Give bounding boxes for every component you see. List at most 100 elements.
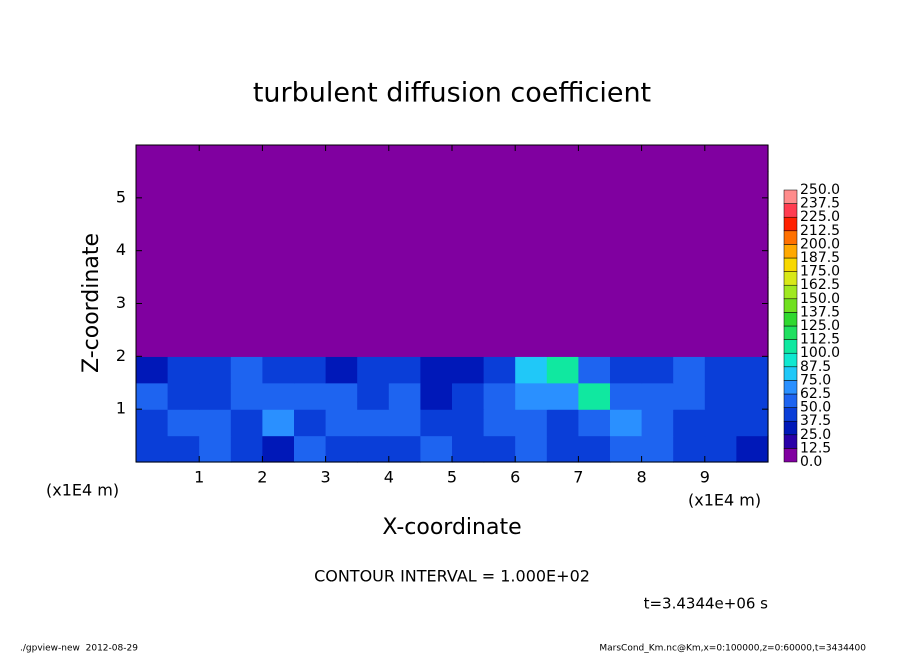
field-cell (199, 356, 232, 384)
field-cell (641, 303, 674, 331)
field-cell (388, 329, 421, 357)
colorbar-band (783, 366, 798, 381)
field-cell (546, 356, 579, 384)
field-cell (420, 171, 453, 199)
field-cell (546, 435, 579, 463)
field-cell (325, 197, 358, 225)
field-cell (388, 171, 421, 199)
field-cell (420, 303, 453, 331)
colorbar-band (783, 325, 798, 340)
x-tick-label: 6 (510, 468, 520, 487)
colorbar-band (783, 189, 798, 204)
field-cell (578, 409, 611, 437)
colorbar-band (783, 448, 798, 463)
field-cell (515, 277, 548, 305)
colorbar-band (783, 407, 798, 422)
field-cell (578, 224, 611, 252)
x-tick-label: 4 (384, 468, 394, 487)
field-cell (167, 409, 200, 437)
field-cell (294, 224, 327, 252)
field-cell (357, 356, 390, 384)
colorbar-label: 187.5 (800, 250, 840, 266)
field-cell (294, 356, 327, 384)
field-cell (578, 171, 611, 199)
colorbar-band (783, 298, 798, 313)
colorbar-label: 112.5 (800, 332, 840, 348)
field-cell (610, 171, 643, 199)
field-cell (546, 145, 579, 173)
field-cell (262, 303, 295, 331)
field-cell (452, 197, 485, 225)
field-cell (641, 197, 674, 225)
field-cell (420, 197, 453, 225)
field-cell (610, 250, 643, 278)
field-cell (704, 224, 737, 252)
field-cell (736, 145, 769, 173)
field-cell (420, 329, 453, 357)
field-cell (704, 409, 737, 437)
field-cell (452, 409, 485, 437)
field-cell (136, 303, 169, 331)
field-cell (641, 171, 674, 199)
field-cell (515, 224, 548, 252)
field-cell (610, 277, 643, 305)
colorbar-label: 62.5 (800, 386, 831, 402)
field-cell (420, 409, 453, 437)
field-cell (610, 382, 643, 410)
x-tick-label: 2 (257, 468, 267, 487)
field-cell (673, 145, 706, 173)
field-cell (546, 329, 579, 357)
field-cell (736, 329, 769, 357)
x-axis-label: X-coordinate (382, 515, 521, 540)
field-cell (262, 171, 295, 199)
field-cell (641, 435, 674, 463)
field-cell (673, 171, 706, 199)
field-cell (515, 409, 548, 437)
field-cell (199, 250, 232, 278)
field-cell (230, 435, 263, 463)
y-tick-label: 2 (116, 346, 126, 365)
field-cell (136, 224, 169, 252)
field-cell (641, 145, 674, 173)
field-cell (230, 303, 263, 331)
field-cell (357, 145, 390, 173)
field-cell (452, 145, 485, 173)
field-cell (546, 382, 579, 410)
field-cell (199, 145, 232, 173)
x-tick-label: 3 (321, 468, 331, 487)
colorbar-band (783, 284, 798, 300)
field-cell (641, 382, 674, 410)
field-cell (515, 329, 548, 357)
field-cell (136, 356, 169, 384)
field-cell (357, 382, 390, 410)
field-cell (262, 145, 295, 173)
field-cell (199, 197, 232, 225)
field-cell (515, 145, 548, 173)
field-cell (325, 329, 358, 357)
colorbar-band (783, 216, 798, 232)
field-cell (483, 329, 516, 357)
field-cell (357, 329, 390, 357)
field-cell (167, 435, 200, 463)
field-cell (546, 250, 579, 278)
x-tick-label: 9 (700, 468, 710, 487)
field-cell (136, 409, 169, 437)
field-cell (641, 277, 674, 305)
field-cell (736, 171, 769, 199)
field-cell (325, 277, 358, 305)
field-cell (578, 329, 611, 357)
field-cell (704, 277, 737, 305)
x-tick-label: 5 (447, 468, 457, 487)
field-cell (673, 435, 706, 463)
field-cell (199, 171, 232, 199)
field-cell (704, 171, 737, 199)
field-cell (388, 277, 421, 305)
field-cell (199, 409, 232, 437)
field-cell (262, 277, 295, 305)
field-cell (515, 435, 548, 463)
field-cell (736, 382, 769, 410)
field-cell (736, 435, 769, 463)
field-cell (610, 303, 643, 331)
field-cell (325, 303, 358, 331)
field-cell (483, 171, 516, 199)
